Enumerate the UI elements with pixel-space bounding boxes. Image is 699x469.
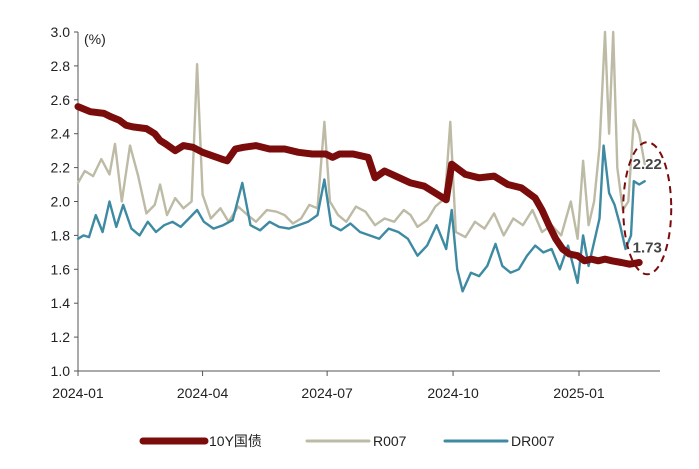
series-line-10y xyxy=(74,103,643,268)
x-tick-label: 2024-04 xyxy=(177,385,229,401)
r007-value-label: 2.22 xyxy=(633,156,662,173)
y-tick-label: 1.8 xyxy=(51,227,71,243)
y-tick-label: 1.6 xyxy=(51,261,71,277)
y-tick-label: 1.2 xyxy=(51,329,71,345)
dr007-value-label: 1.73 xyxy=(633,239,662,256)
legend: 10Y国债 R007 DR007 xyxy=(139,433,555,449)
legend-label: 10Y国债 xyxy=(209,433,262,449)
x-axis-ticks: 2024-01 2024-04 2024-07 2024-10 2025-01 xyxy=(52,371,605,401)
x-tick-label: 2024-07 xyxy=(301,385,353,401)
y-tick-label: 2.0 xyxy=(51,194,71,210)
x-tick-label: 2024-10 xyxy=(427,385,479,401)
x-tick-label: 2025-01 xyxy=(553,385,605,401)
plot-series xyxy=(74,30,646,293)
y-tick-label: 2.8 xyxy=(51,58,71,74)
legend-item-10y: 10Y国债 xyxy=(139,433,262,449)
y-tick-label: 3.0 xyxy=(51,24,71,40)
legend-item-r007: R007 xyxy=(305,433,407,449)
y-tick-label: 2.2 xyxy=(51,160,71,176)
axes: 3.0 2.8 2.6 2.4 2.2 2.0 1.8 1.6 1.4 1.2 1.0 2024-0… xyxy=(51,24,660,401)
y-tick-label: 1.4 xyxy=(51,295,71,311)
unit-label: (%) xyxy=(84,31,106,47)
y-tick-label: 1.0 xyxy=(51,363,71,379)
legend-label: R007 xyxy=(373,433,407,449)
series-line-dr007 xyxy=(76,144,646,293)
legend-label: DR007 xyxy=(511,433,555,449)
highlight-ellipse xyxy=(622,141,673,276)
legend-item-dr007: DR007 xyxy=(443,433,555,449)
y-tick-label: 2.6 xyxy=(51,92,71,108)
x-tick-label: 2024-01 xyxy=(52,385,104,401)
series-line-r007 xyxy=(76,30,646,241)
y-axis-ticks: 3.0 2.8 2.6 2.4 2.2 2.0 1.8 1.6 1.4 1.2 1.0 xyxy=(51,24,78,379)
y-tick-label: 2.4 xyxy=(51,126,71,142)
